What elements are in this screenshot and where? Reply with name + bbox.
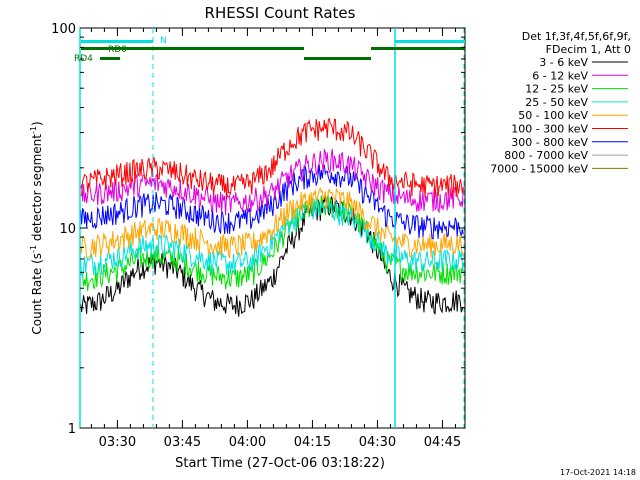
x-tick-label: 03:45 [164, 435, 201, 450]
x-tick-label: 04:30 [359, 435, 396, 450]
legend-label: 7000 - 15000 keV [490, 162, 588, 175]
y-axis-label: Count Rate (s-1 detector segment-1) [29, 121, 44, 334]
x-tick-label: 04:45 [424, 435, 461, 450]
series-line-4 [80, 187, 464, 259]
legend-label: 50 - 100 keV [518, 109, 588, 122]
flag-green-bar-1 [81, 47, 304, 50]
legend-label: 25 - 50 keV [525, 96, 588, 109]
flag-cyan-bar-2 [395, 40, 465, 43]
series-line-6 [80, 164, 464, 240]
chart-title: RHESSI Count Rates [205, 4, 356, 22]
plot-frame [79, 27, 466, 429]
y-tick-label: 100 [51, 22, 76, 37]
flag-label-rd0: RD0 [108, 45, 127, 55]
x-axis-label: Start Time (27-Oct-06 03:18:22) [175, 456, 385, 471]
flag-green-bar-3 [371, 47, 465, 50]
legend: Det 1f,3f,4f,5f,6f,9f, FDecim 1, Att 0 3… [490, 30, 631, 175]
timestamp: 17-Oct-2021 14:18 [560, 468, 636, 477]
series-line-0 [80, 196, 464, 317]
x-tick-label: 04:15 [294, 435, 331, 450]
legend-label: 6 - 12 keV [532, 69, 588, 82]
tick-layer: 1 10 100 03:30 03:45 04:00 04:15 04:30 04:45 [51, 22, 465, 450]
legend-label: 800 - 7000 keV [504, 149, 588, 162]
flag-green-bar-2 [304, 57, 371, 60]
legend-label: 100 - 300 keV [511, 123, 588, 136]
series-line-3 [80, 198, 464, 279]
series-layer [80, 117, 464, 317]
legend-label: 3 - 6 keV [539, 56, 588, 69]
legend-label: 300 - 800 keV [511, 136, 588, 149]
y-tick-label: 1 [68, 422, 76, 437]
flag-cyan-bar-1 [81, 40, 153, 43]
series-line-5 [80, 117, 464, 200]
flag-label-n: N [160, 36, 167, 46]
x-tick-label: 03:30 [99, 435, 136, 450]
flag-green-bar-4 [100, 57, 120, 60]
y-tick-label: 10 [59, 222, 76, 237]
legend-header-line-2: FDecim 1, Att 0 [546, 43, 631, 56]
legend-label: 12 - 25 keV [525, 83, 588, 96]
x-tick-label: 04:00 [229, 435, 266, 450]
legend-header-line-1: Det 1f,3f,4f,5f,6f,9f, [522, 30, 631, 43]
